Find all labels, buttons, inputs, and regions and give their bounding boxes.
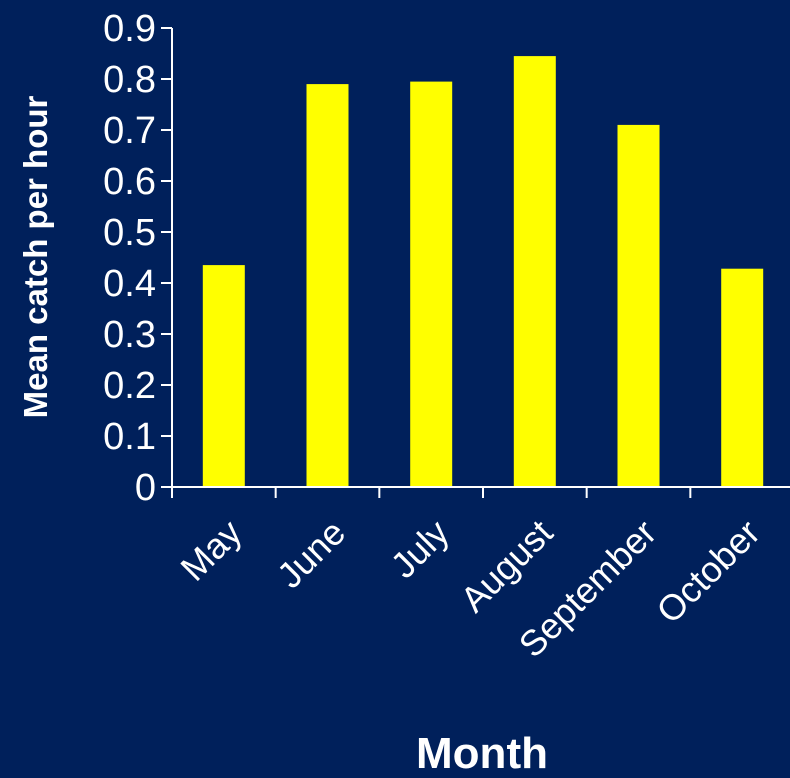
y-tick-label: 0.4 (103, 263, 156, 305)
bar-may (202, 265, 245, 487)
x-tick-label-june: June (269, 512, 353, 596)
bar-august (513, 56, 556, 487)
y-axis: 0 0.1 0.2 0.3 0.4 0.5 0.6 0.7 0.8 0.9 (103, 8, 173, 509)
x-tick-label-may: May (172, 512, 249, 589)
y-axis-title: Mean catch per hour (17, 95, 54, 418)
y-tick-label: 0 (135, 467, 156, 509)
bar-june (306, 84, 349, 487)
bar-october (721, 268, 764, 487)
y-tick-label: 0.9 (103, 8, 156, 50)
bars-group (202, 56, 764, 488)
y-tick-label: 0.5 (103, 212, 156, 254)
y-tick-label: 0.7 (103, 110, 156, 152)
bar-september (617, 124, 660, 488)
y-tick-label: 0.3 (103, 314, 156, 356)
y-tick-label: 0.6 (103, 161, 156, 203)
x-axis-title: Month (416, 729, 548, 778)
bar-july (410, 81, 453, 487)
y-tick-label: 0.8 (103, 59, 156, 101)
y-tick-label: 0.1 (103, 416, 156, 458)
y-tick-label: 0.2 (103, 365, 156, 407)
x-tick-label-october: October (648, 512, 768, 632)
x-tick-label-july: July (383, 512, 457, 586)
